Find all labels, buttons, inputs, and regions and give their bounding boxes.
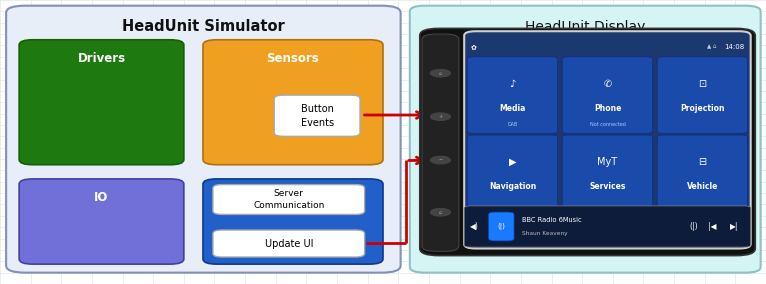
Text: ✿: ✿ — [470, 44, 476, 50]
Text: Server
Communication: Server Communication — [253, 189, 325, 210]
Text: −: − — [438, 158, 443, 163]
FancyBboxPatch shape — [657, 135, 748, 212]
Text: Sensors: Sensors — [267, 52, 319, 65]
Text: Services: Services — [589, 182, 626, 191]
Text: (|): (|) — [689, 222, 698, 231]
Text: Update UI: Update UI — [264, 239, 313, 248]
Text: IO: IO — [94, 191, 109, 204]
Text: 14:08: 14:08 — [725, 44, 745, 50]
Text: Button
Events: Button Events — [300, 104, 334, 128]
Text: Not connected: Not connected — [590, 122, 625, 127]
Text: ◀): ◀) — [470, 222, 480, 231]
FancyBboxPatch shape — [203, 179, 383, 264]
Text: Media: Media — [499, 104, 525, 112]
Text: ▲ ⌂: ▲ ⌂ — [707, 44, 716, 49]
Text: |◀: |◀ — [708, 222, 717, 231]
Circle shape — [430, 208, 450, 216]
Text: HeadUnit Simulator: HeadUnit Simulator — [122, 20, 285, 34]
Text: HeadUnit Display: HeadUnit Display — [525, 20, 646, 34]
Text: (|): (|) — [497, 223, 506, 230]
Text: Phone: Phone — [594, 104, 621, 112]
FancyBboxPatch shape — [19, 179, 184, 264]
Text: ▶: ▶ — [509, 157, 516, 167]
FancyBboxPatch shape — [203, 40, 383, 165]
Text: MyT: MyT — [597, 157, 617, 167]
FancyBboxPatch shape — [420, 28, 755, 256]
Circle shape — [430, 70, 450, 77]
Text: Navigation: Navigation — [489, 182, 536, 191]
FancyBboxPatch shape — [6, 6, 401, 273]
Text: +: + — [438, 114, 443, 119]
Circle shape — [430, 113, 450, 120]
Circle shape — [430, 156, 450, 164]
FancyBboxPatch shape — [213, 185, 365, 214]
FancyBboxPatch shape — [464, 206, 751, 247]
Text: BBC Radio 6Music: BBC Radio 6Music — [522, 217, 581, 223]
Text: Vehicle: Vehicle — [687, 182, 718, 191]
Text: ⌂: ⌂ — [439, 71, 442, 76]
FancyBboxPatch shape — [489, 212, 514, 241]
FancyBboxPatch shape — [657, 57, 748, 133]
FancyBboxPatch shape — [213, 230, 365, 257]
Text: DAB: DAB — [507, 122, 518, 127]
FancyBboxPatch shape — [467, 135, 558, 212]
Text: Projection: Projection — [680, 104, 725, 112]
Text: ▶|: ▶| — [729, 222, 738, 231]
FancyBboxPatch shape — [464, 31, 751, 248]
FancyBboxPatch shape — [422, 34, 459, 251]
Text: ♪: ♪ — [509, 79, 516, 89]
Text: ✆: ✆ — [604, 79, 611, 89]
FancyBboxPatch shape — [274, 95, 360, 136]
Text: ⌂: ⌂ — [439, 210, 442, 215]
Text: ⊟: ⊟ — [699, 157, 706, 167]
FancyBboxPatch shape — [562, 57, 653, 133]
Text: ⊡: ⊡ — [699, 79, 706, 89]
Text: Shaun Keaveny: Shaun Keaveny — [522, 231, 568, 236]
FancyBboxPatch shape — [562, 135, 653, 212]
Text: Functions: Functions — [261, 188, 325, 201]
FancyBboxPatch shape — [467, 57, 558, 133]
FancyBboxPatch shape — [410, 6, 761, 273]
Text: Drivers: Drivers — [77, 52, 126, 65]
FancyBboxPatch shape — [19, 40, 184, 165]
